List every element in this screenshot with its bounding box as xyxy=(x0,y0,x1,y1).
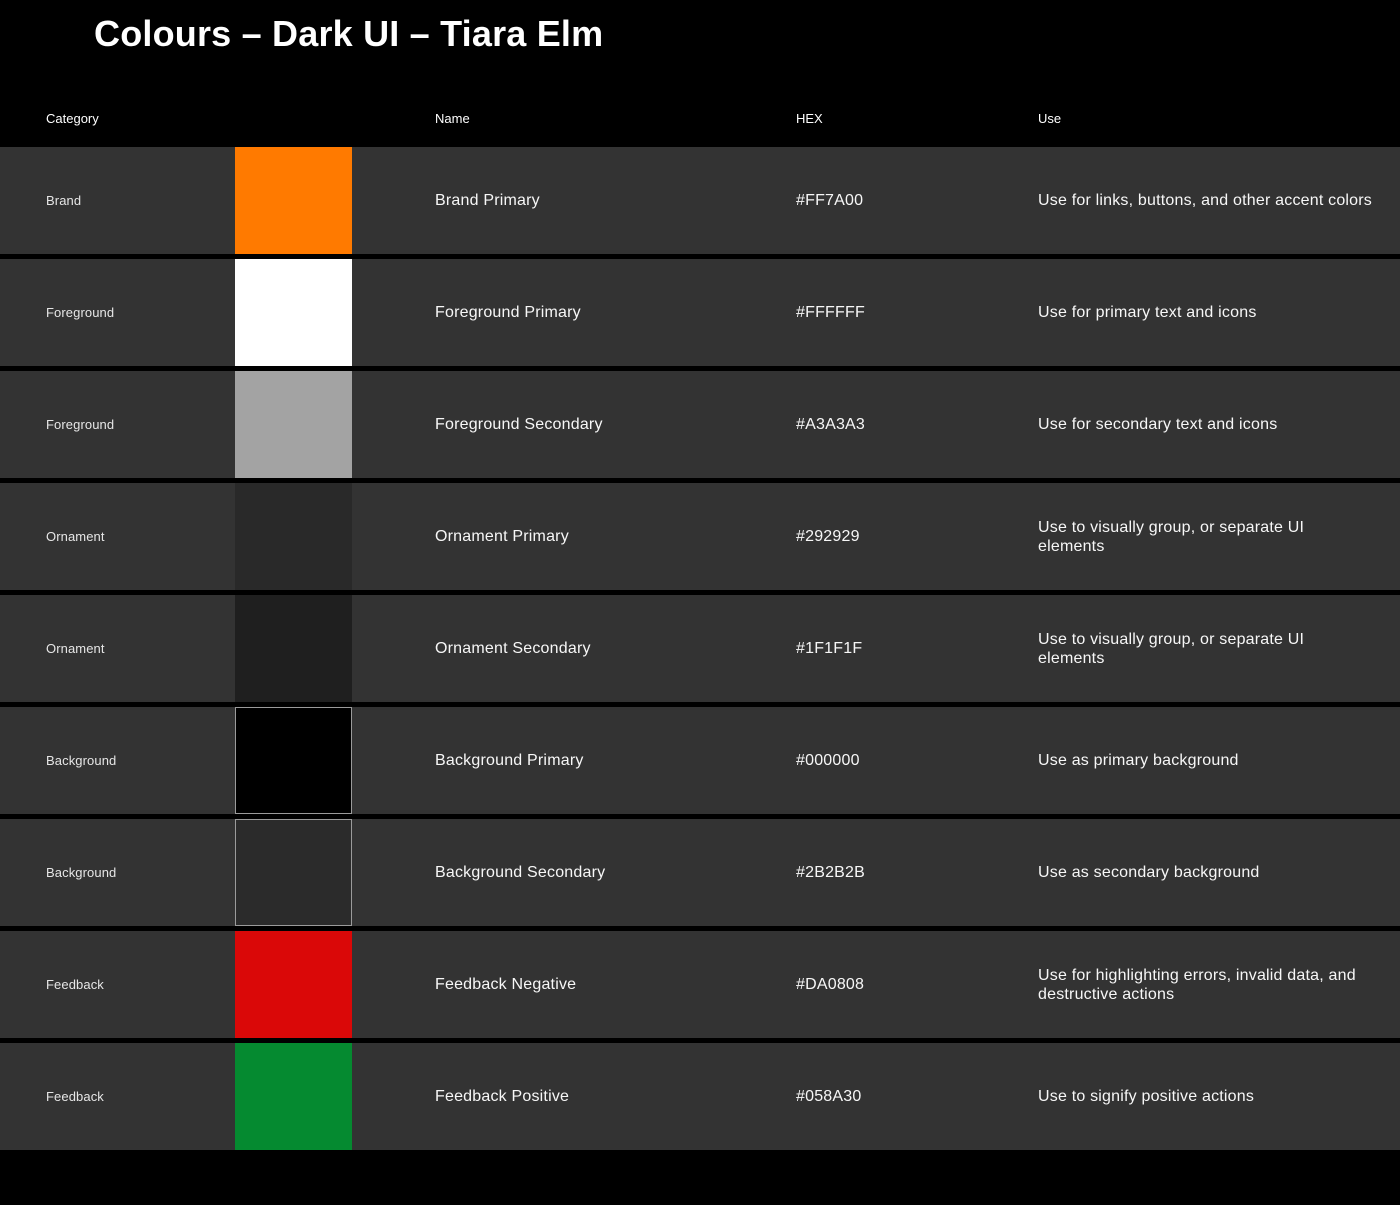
swatch-cell xyxy=(235,707,352,814)
category-label: Background xyxy=(46,865,117,880)
category-label: Foreground xyxy=(46,417,115,432)
color-name: Feedback Positive xyxy=(435,1087,570,1105)
table-row: Feedback Feedback Negative #DA0808 Use f… xyxy=(0,931,1400,1038)
color-hex: #058A30 xyxy=(796,1087,862,1105)
color-hex: #292929 xyxy=(796,527,860,545)
color-swatch xyxy=(235,707,352,814)
color-swatch xyxy=(235,931,352,1038)
swatch-cell xyxy=(235,483,352,590)
color-use: Use to signify positive actions xyxy=(1038,1088,1255,1105)
color-hex: #FF7A00 xyxy=(796,191,864,209)
color-hex: #1F1F1F xyxy=(796,639,863,657)
color-use: Use to visually group, or separate UI el… xyxy=(1038,630,1305,667)
swatch-cell xyxy=(235,819,352,926)
table-row: Ornament Ornament Primary #292929 Use to… xyxy=(0,483,1400,590)
style-guide-page: Colours – Dark UI – Tiara Elm Category N… xyxy=(0,0,1400,1150)
category-label: Brand xyxy=(46,193,82,208)
color-name: Feedback Negative xyxy=(435,975,577,993)
color-use: Use as primary background xyxy=(1038,752,1239,769)
column-header-swatch-spacer xyxy=(235,90,352,147)
color-name: Background Secondary xyxy=(435,863,606,881)
column-header-hex: HEX xyxy=(796,111,823,126)
color-swatch xyxy=(235,371,352,478)
column-header-name: Name xyxy=(435,111,470,126)
table-row: Foreground Foreground Primary #FFFFFF Us… xyxy=(0,259,1400,366)
page-title: Colours – Dark UI – Tiara Elm xyxy=(94,13,604,54)
table-row: Background Background Primary #000000 Us… xyxy=(0,707,1400,814)
color-use: Use for primary text and icons xyxy=(1038,304,1257,321)
swatch-cell xyxy=(235,147,352,254)
color-swatch xyxy=(235,819,352,926)
color-name: Foreground Secondary xyxy=(435,415,603,433)
color-table: Brand Brand Primary #FF7A00 Use for link… xyxy=(0,147,1400,1150)
color-hex: #DA0808 xyxy=(796,975,865,993)
color-use: Use to visually group, or separate UI el… xyxy=(1038,518,1305,555)
color-hex: #2B2B2B xyxy=(796,863,866,881)
color-name: Background Primary xyxy=(435,751,584,769)
color-hex: #FFFFFF xyxy=(796,303,865,321)
color-hex: #000000 xyxy=(796,751,860,769)
category-label: Ornament xyxy=(46,529,105,544)
color-hex: #A3A3A3 xyxy=(796,415,866,433)
column-header-use: Use xyxy=(1038,111,1062,126)
swatch-cell xyxy=(235,371,352,478)
page-header: Colours – Dark UI – Tiara Elm Category N… xyxy=(0,0,1400,147)
color-use: Use as secondary background xyxy=(1038,864,1260,881)
color-swatch xyxy=(235,259,352,366)
table-row: Background Background Secondary #2B2B2B … xyxy=(0,819,1400,926)
category-label: Foreground xyxy=(46,305,115,320)
category-label: Ornament xyxy=(46,641,105,656)
color-name: Foreground Primary xyxy=(435,303,581,321)
table-row: Feedback Feedback Positive #058A30 Use t… xyxy=(0,1043,1400,1150)
color-swatch xyxy=(235,1043,352,1150)
category-label: Background xyxy=(46,753,117,768)
color-use: Use for highlighting errors, invalid dat… xyxy=(1038,966,1356,1003)
column-header-category: Category xyxy=(46,111,99,126)
color-name: Ornament Primary xyxy=(435,527,569,545)
color-name: Brand Primary xyxy=(435,191,540,209)
category-label: Feedback xyxy=(46,1089,104,1104)
swatch-cell xyxy=(235,931,352,1038)
color-name: Ornament Secondary xyxy=(435,639,591,657)
table-row: Brand Brand Primary #FF7A00 Use for link… xyxy=(0,147,1400,254)
color-swatch xyxy=(235,483,352,590)
table-header: Category Name HEX Use xyxy=(0,90,1400,147)
color-use: Use for links, buttons, and other accent… xyxy=(1038,192,1373,209)
color-swatch xyxy=(235,147,352,254)
swatch-cell xyxy=(235,595,352,702)
color-swatch xyxy=(235,595,352,702)
swatch-cell xyxy=(235,259,352,366)
table-row: Foreground Foreground Secondary #A3A3A3 … xyxy=(0,371,1400,478)
category-label: Feedback xyxy=(46,977,104,992)
color-use: Use for secondary text and icons xyxy=(1038,416,1278,433)
swatch-cell xyxy=(235,1043,352,1150)
table-row: Ornament Ornament Secondary #1F1F1F Use … xyxy=(0,595,1400,702)
